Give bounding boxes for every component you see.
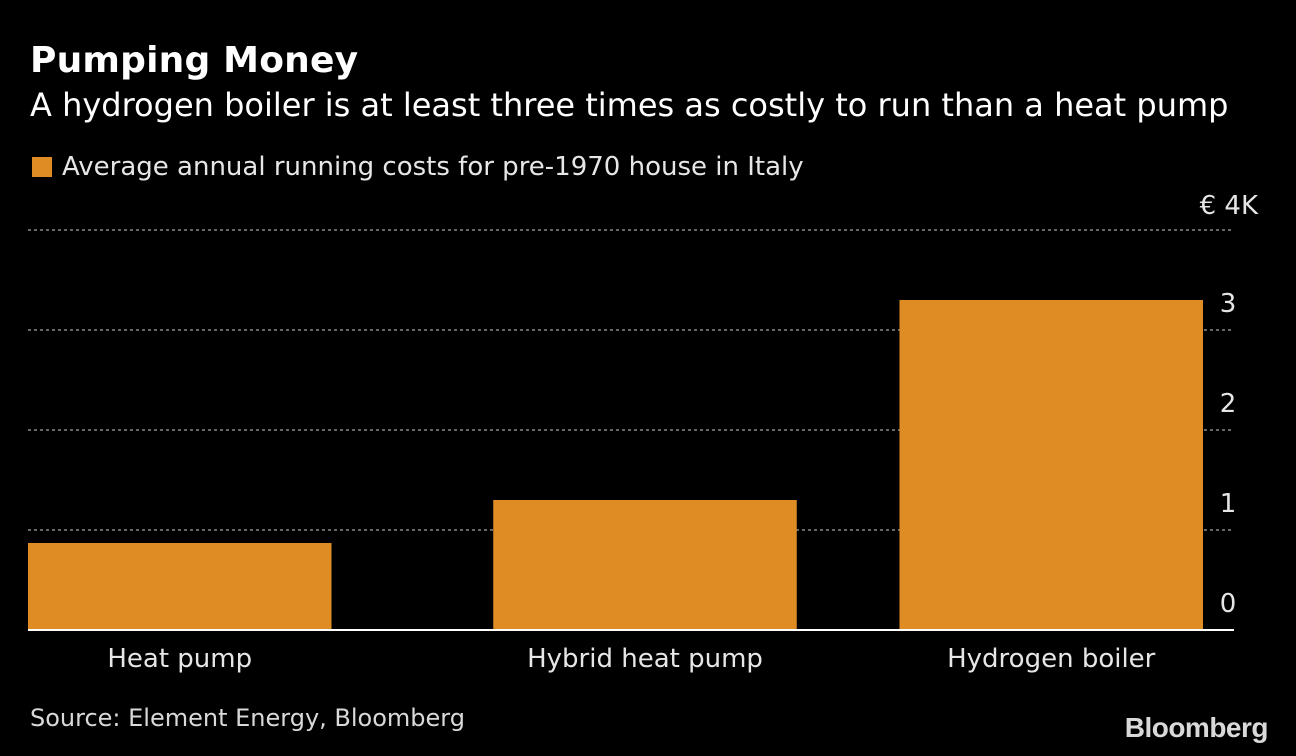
x-tick-label: Hydrogen boiler xyxy=(947,644,1156,674)
legend-label: Average annual running costs for pre-197… xyxy=(62,152,804,182)
legend: Average annual running costs for pre-197… xyxy=(32,152,804,182)
x-tick-label: Hybrid heat pump xyxy=(527,644,763,674)
y-tick-label: 3 xyxy=(1220,289,1237,319)
y-tick-label: 1 xyxy=(1220,489,1237,519)
legend-swatch xyxy=(32,157,52,177)
bar xyxy=(28,543,332,630)
source-note: Source: Element Energy, Bloomberg xyxy=(30,704,465,732)
y-tick-label: 2 xyxy=(1220,389,1237,419)
y-tick-label: € 4K xyxy=(1200,191,1259,221)
chart-subtitle: A hydrogen boiler is at least three time… xyxy=(30,86,1229,124)
bloomberg-logo: Bloomberg xyxy=(1124,712,1269,743)
x-tick-label: Heat pump xyxy=(107,644,252,674)
bar xyxy=(899,300,1203,630)
y-tick-label: 0 xyxy=(1220,589,1237,619)
chart-title: Pumping Money xyxy=(30,40,359,81)
bar xyxy=(493,500,797,630)
